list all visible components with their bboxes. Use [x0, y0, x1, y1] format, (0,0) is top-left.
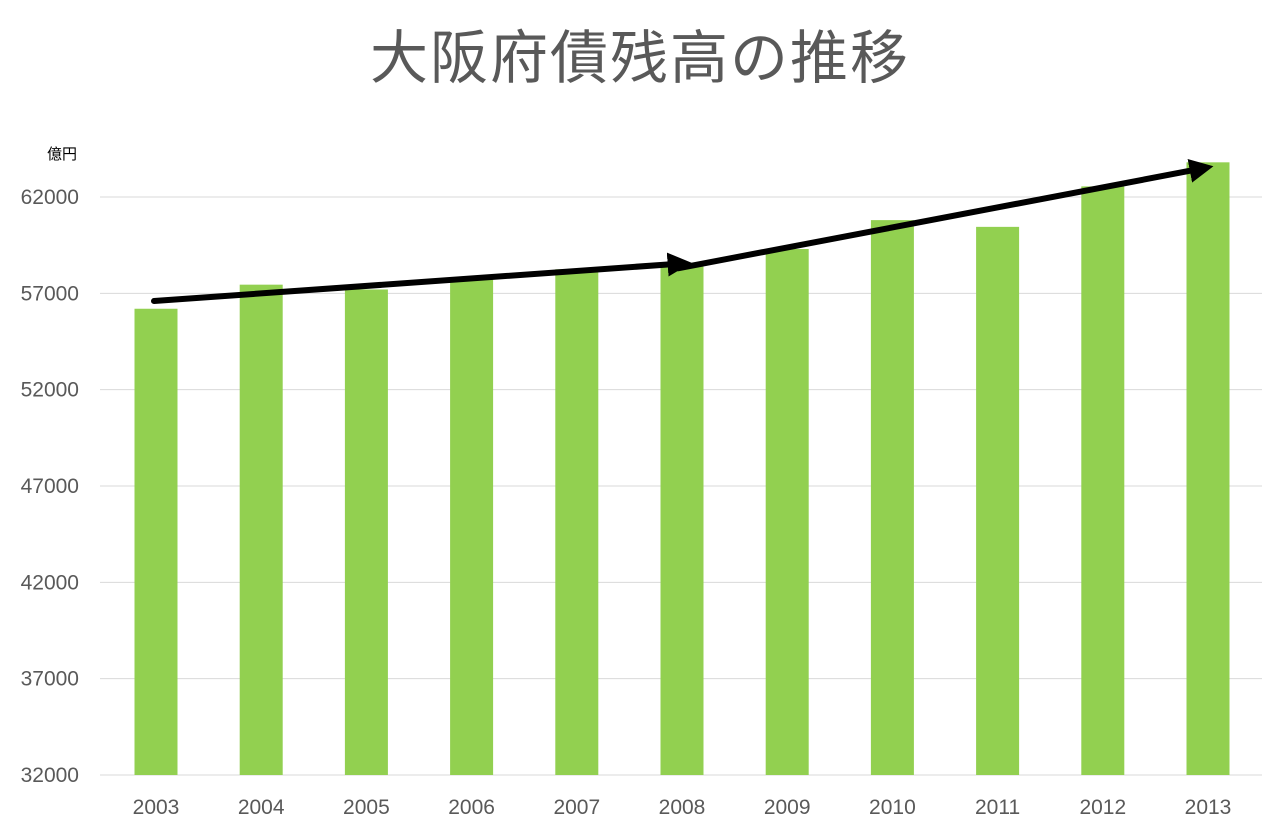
y-tick-label: 37000 — [21, 668, 79, 691]
y-axis-ticks: 32000 37000 42000 47000 52000 57000 62000 — [21, 186, 79, 787]
bar-2004 — [239, 284, 283, 775]
y-tick-label: 32000 — [21, 764, 79, 787]
y-tick-label: 47000 — [21, 475, 79, 498]
x-tick-label: 2013 — [1185, 796, 1232, 819]
bar-2007 — [555, 269, 599, 775]
y-tick-label: 52000 — [21, 379, 79, 402]
x-tick-label: 2006 — [448, 796, 495, 819]
x-tick-label: 2012 — [1079, 796, 1126, 819]
trend-arrows — [151, 159, 1214, 305]
y-axis-unit-label: 億円 — [47, 145, 77, 163]
trend-arrow — [675, 159, 1214, 272]
bars — [134, 162, 1230, 776]
bar-2006 — [450, 277, 494, 775]
bar-2009 — [765, 249, 809, 775]
chart-title: 大阪府債残高の推移 — [369, 24, 910, 92]
bar-2013 — [1186, 162, 1230, 775]
bar-2010 — [870, 220, 914, 775]
bar-2003 — [134, 308, 178, 775]
x-tick-label: 2007 — [553, 796, 600, 819]
bar-2008 — [660, 266, 704, 775]
bar-2005 — [344, 289, 388, 775]
y-tick-label: 57000 — [21, 282, 79, 305]
trend-arrow — [151, 252, 692, 305]
x-tick-label: 2010 — [869, 796, 916, 819]
y-tick-label: 42000 — [21, 571, 79, 594]
bar-2011 — [976, 226, 1020, 775]
bar-2012 — [1081, 186, 1125, 776]
x-tick-label: 2009 — [764, 796, 811, 819]
x-tick-label: 2005 — [343, 796, 390, 819]
x-axis-ticks: 2003 2004 2005 2006 2007 2008 2009 2010 2011 2012… — [133, 796, 1232, 819]
y-tick-label: 62000 — [21, 186, 79, 209]
x-tick-label: 2004 — [238, 796, 285, 819]
x-tick-label: 2003 — [133, 796, 180, 819]
x-tick-label: 2008 — [659, 796, 706, 819]
x-tick-label: 2011 — [975, 796, 1020, 819]
